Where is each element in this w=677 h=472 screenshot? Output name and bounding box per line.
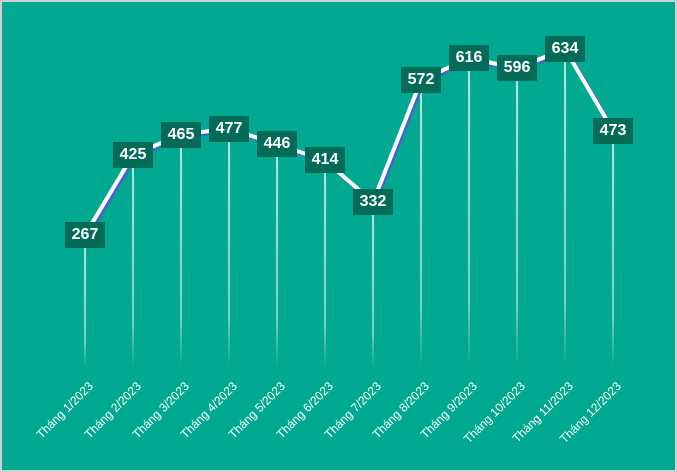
- data-label: 596: [497, 55, 537, 82]
- drop-line: [468, 58, 470, 367]
- data-label: 572: [401, 67, 441, 94]
- drop-line: [516, 68, 518, 368]
- data-label: 465: [161, 121, 201, 148]
- data-label: 414: [305, 147, 345, 174]
- data-label: 332: [353, 189, 393, 216]
- data-label: 425: [113, 141, 153, 168]
- data-label: 473: [593, 117, 633, 144]
- drop-line: [84, 234, 86, 367]
- drop-line: [564, 48, 566, 367]
- drop-line: [372, 202, 374, 367]
- drop-line: [180, 134, 182, 367]
- data-label: 267: [65, 221, 105, 248]
- data-label: 634: [545, 35, 585, 62]
- drop-line: [612, 130, 614, 367]
- data-label: 446: [257, 131, 297, 158]
- drop-line: [228, 128, 230, 367]
- data-label: 477: [209, 115, 249, 142]
- data-label: 616: [449, 45, 489, 72]
- drop-line: [132, 154, 134, 367]
- drop-line: [276, 144, 278, 367]
- drop-line: [324, 160, 326, 367]
- drop-lines: [84, 48, 614, 368]
- drop-line: [420, 80, 422, 367]
